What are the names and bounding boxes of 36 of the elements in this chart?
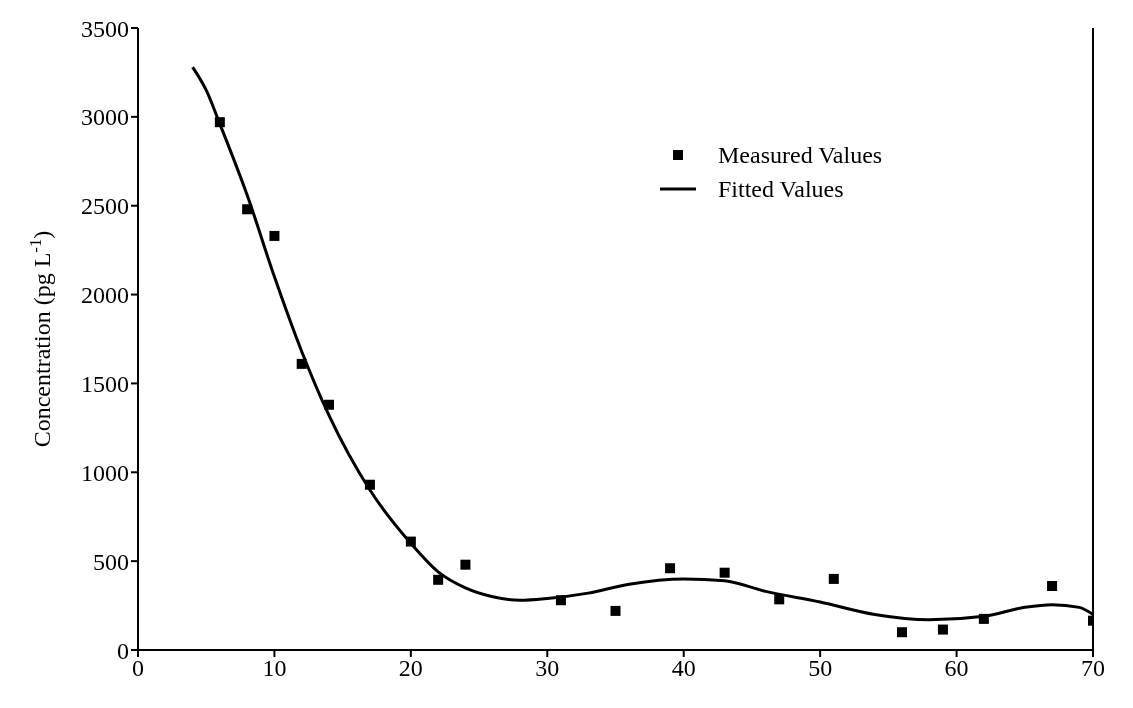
point (364, 479, 375, 490)
x-tick-label: 60 (944, 655, 969, 682)
point (405, 536, 416, 547)
point (242, 204, 253, 215)
x-tick-label: 10 (262, 655, 287, 682)
point (1047, 581, 1058, 592)
x-tick-label: 50 (808, 655, 833, 682)
y-tick-label: 0 (117, 637, 129, 664)
x-tick-label: 30 (535, 655, 560, 682)
point (828, 573, 839, 584)
legend-label: Fitted Values (718, 175, 844, 204)
y-tick-label: 1000 (81, 459, 129, 486)
point (324, 399, 334, 410)
point (555, 595, 566, 606)
point (897, 627, 907, 638)
point (214, 117, 225, 128)
y-tick-label: 3500 (81, 15, 129, 42)
point (433, 574, 444, 585)
point (937, 624, 948, 635)
point (719, 567, 730, 578)
y-tick-label: 2500 (81, 193, 129, 220)
point (665, 563, 676, 574)
point (978, 613, 989, 624)
point (774, 594, 785, 605)
x-tick-label: 70 (1081, 655, 1105, 682)
y-tick-label: 3000 (81, 104, 129, 131)
point (269, 230, 280, 241)
x-tick-label: 40 (671, 655, 696, 682)
y-tick-label: 500 (93, 548, 129, 575)
y-tick-label: 1500 (81, 370, 129, 397)
point (296, 358, 307, 369)
point (460, 559, 471, 570)
y-tick-label: 2000 (81, 282, 129, 309)
x-tick-label: 20 (398, 655, 423, 682)
point (610, 605, 621, 616)
legend-label: Measured Values (718, 141, 883, 170)
